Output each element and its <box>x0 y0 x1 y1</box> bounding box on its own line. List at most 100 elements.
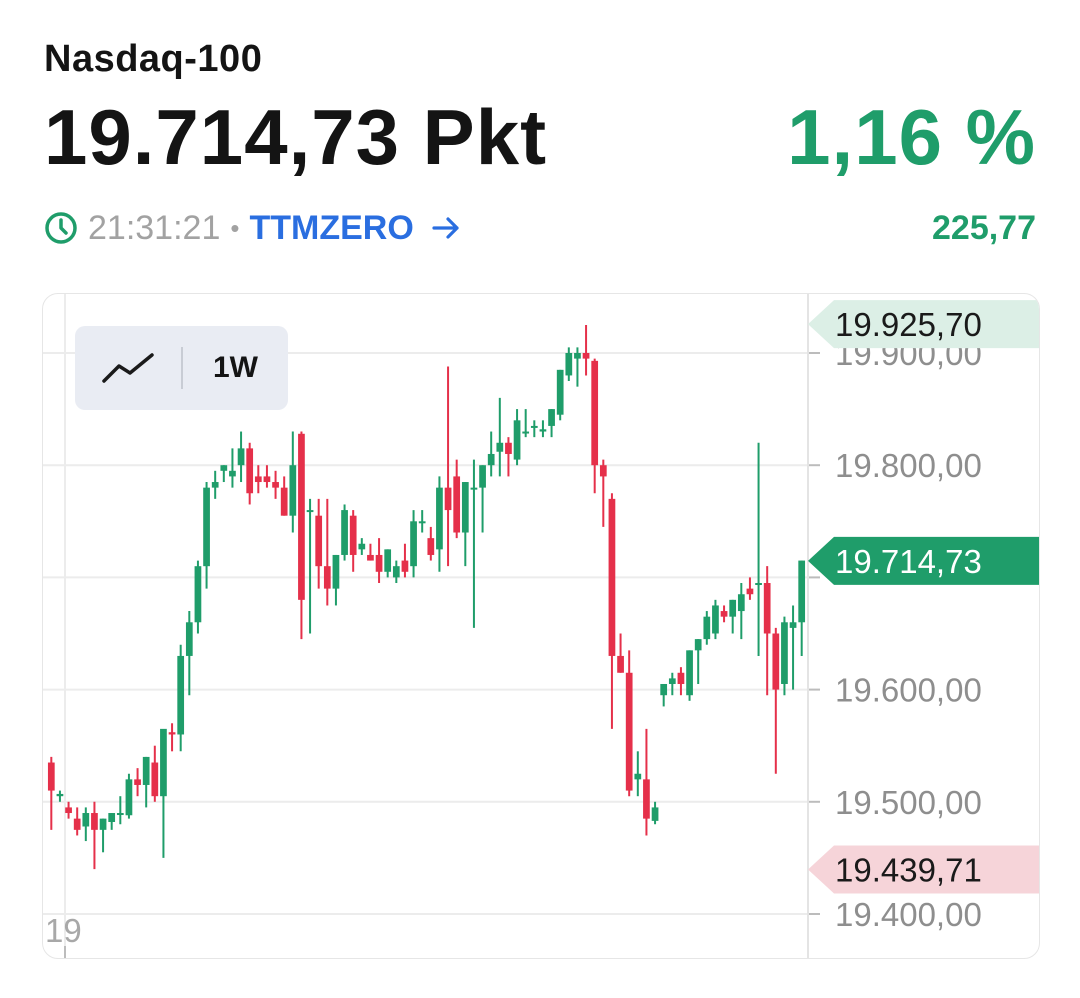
candle <box>530 420 538 438</box>
candle <box>487 431 495 477</box>
candle <box>677 667 685 696</box>
candle <box>367 543 374 561</box>
candle <box>194 560 202 634</box>
candle <box>142 756 150 808</box>
period-high-tag-label: 19.925,70 <box>835 306 982 343</box>
candle-body <box>384 549 392 572</box>
candle <box>668 672 676 696</box>
candle-body <box>263 476 271 483</box>
candle <box>781 616 788 696</box>
current-price-tag-bg <box>808 536 1039 585</box>
arrow-right-icon[interactable] <box>430 212 462 244</box>
candle-body <box>65 807 72 814</box>
candle-body <box>246 448 254 494</box>
candle <box>116 796 124 825</box>
candle-body <box>392 566 400 578</box>
candle-body <box>599 465 607 477</box>
chart-type-button[interactable] <box>75 326 181 410</box>
candle <box>763 566 771 696</box>
candle-body <box>211 482 219 488</box>
candles <box>47 324 806 870</box>
candle <box>177 644 185 752</box>
quote-time: 21:31:21 <box>88 208 221 247</box>
candle-body <box>401 560 409 572</box>
candle <box>496 397 504 477</box>
candle-body <box>91 813 98 830</box>
candle-body <box>444 487 452 511</box>
candle <box>384 549 392 578</box>
candle-body <box>427 538 435 555</box>
candle <box>375 538 383 584</box>
candle <box>789 605 797 690</box>
candle <box>582 324 590 376</box>
candle-body <box>151 762 159 797</box>
price-chart[interactable]: 19.900,00 19.800,00 19.600,00 19.500,00 19.4… <box>42 293 1040 959</box>
candle-body <box>677 672 685 684</box>
candle-body <box>418 521 426 524</box>
change-percent: 1,16 % <box>787 93 1036 181</box>
candle-body <box>660 683 668 696</box>
candle <box>220 465 228 483</box>
candle-body <box>99 818 107 830</box>
candle-body <box>332 554 340 589</box>
candle <box>729 599 737 634</box>
candle-body <box>168 732 176 735</box>
candle <box>73 807 81 836</box>
candle <box>203 482 210 589</box>
candle <box>651 801 659 825</box>
candle <box>323 498 331 606</box>
candle <box>772 627 780 774</box>
candle-body <box>134 779 141 785</box>
candle <box>505 437 512 477</box>
candle-body <box>634 773 642 780</box>
candle-body <box>608 498 616 656</box>
candle <box>548 409 555 438</box>
candle <box>513 409 521 466</box>
candle <box>625 650 633 797</box>
candle-body <box>798 560 806 623</box>
candle <box>349 510 357 572</box>
candle <box>47 756 55 830</box>
y-tick-label: 19.400,00 <box>835 896 982 933</box>
candle <box>237 431 245 483</box>
candle <box>91 801 98 870</box>
candle-body <box>410 521 417 567</box>
quote-meta: 21:31:21 • TTMZERO <box>44 206 462 250</box>
candle <box>522 409 530 438</box>
candle <box>263 465 271 488</box>
candle <box>453 459 461 539</box>
source-link[interactable]: TTMZERO <box>249 208 414 247</box>
range-button[interactable]: 1W <box>213 351 258 384</box>
candle <box>392 560 400 584</box>
current-price-tag-label: 19.714,73 <box>835 543 982 580</box>
candle <box>254 465 262 494</box>
candle <box>272 470 279 499</box>
period-high-tag-bg <box>808 300 1039 349</box>
candle-body <box>315 515 323 567</box>
candle <box>185 611 193 696</box>
candle <box>634 751 642 797</box>
period-low-tag: 19.439,71 <box>808 845 1039 894</box>
candle <box>306 498 314 634</box>
candle-body <box>737 594 745 612</box>
candle-body <box>125 779 133 816</box>
current-price-tag: 19.714,73 <box>808 536 1039 585</box>
candle <box>82 807 90 842</box>
candle-body <box>116 813 124 816</box>
candle-body <box>668 678 676 684</box>
candle <box>591 358 599 494</box>
candle-body <box>556 369 564 415</box>
candle <box>444 366 452 567</box>
candle <box>418 510 426 533</box>
grid-lines <box>43 294 820 958</box>
candle-body <box>522 431 530 434</box>
candle <box>298 431 305 640</box>
candle <box>608 493 616 729</box>
candle-body <box>73 818 81 830</box>
candle-body <box>548 409 555 426</box>
candle <box>125 773 133 819</box>
candle <box>246 442 254 505</box>
candle-body <box>453 476 461 533</box>
candle <box>229 448 236 488</box>
candle-body <box>272 482 279 488</box>
